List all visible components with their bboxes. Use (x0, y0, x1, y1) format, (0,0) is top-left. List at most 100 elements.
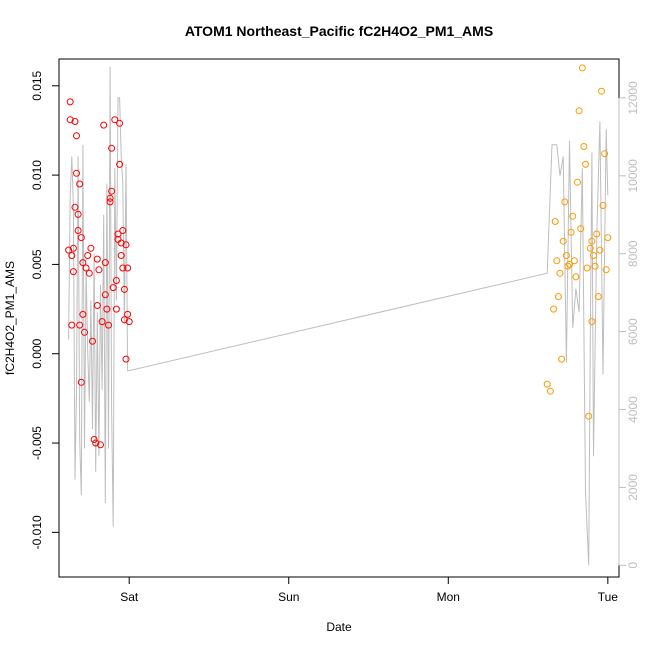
data-point (601, 150, 609, 158)
data-point (112, 305, 120, 313)
data-point (575, 107, 583, 115)
data-point (101, 291, 109, 299)
data-point (590, 252, 597, 259)
data-point (68, 252, 76, 259)
data-point (543, 380, 551, 388)
data-point (65, 246, 73, 254)
data-point (546, 387, 554, 395)
data-point (570, 257, 578, 265)
data-point (71, 203, 79, 211)
data-point (122, 241, 130, 249)
y2-tick-label: 12000 (626, 81, 640, 115)
data-point (588, 318, 596, 326)
data-point (124, 264, 132, 272)
data-point (117, 239, 125, 247)
data-point (66, 116, 74, 124)
data-point (101, 259, 109, 267)
data-point (81, 328, 88, 336)
data-point (604, 234, 612, 242)
data-point (577, 225, 585, 233)
data-point (569, 212, 577, 220)
data-point (554, 293, 562, 301)
y2-tick-label: 8000 (626, 240, 640, 267)
data-point (76, 321, 84, 329)
data-point (124, 310, 132, 318)
data-point (69, 244, 77, 252)
data-point (92, 439, 100, 447)
chart-title: ATOM1 Northeast_Pacific fC2H4O2_PM1_AMS (185, 23, 493, 39)
data-point (82, 264, 90, 272)
data-point (578, 64, 586, 72)
data-point (93, 255, 101, 263)
data-point (550, 305, 558, 313)
data-point (562, 252, 570, 259)
data-point (105, 321, 112, 329)
y2-tick-label: 4000 (626, 396, 640, 423)
data-point (114, 230, 122, 238)
y-axis-label: fC2H4O2_PM1_AMS (3, 261, 17, 375)
y-tick-label: 0.005 (30, 249, 44, 279)
data-point (111, 116, 119, 124)
data-point (100, 121, 108, 129)
y-axis: -0.010 -0.005 0.000 0.005 0.010 0.015 (30, 70, 60, 549)
data-point (122, 355, 130, 363)
data-point (599, 202, 607, 209)
data-point (119, 227, 127, 234)
data-point (574, 178, 581, 186)
data-point (97, 441, 104, 449)
data-point (73, 169, 80, 177)
data-point (109, 284, 117, 292)
data-point (602, 266, 610, 274)
y-tick-label: 0.010 (30, 160, 44, 190)
data-point (108, 187, 116, 195)
data-point (89, 337, 96, 345)
y-tick-label: -0.005 (30, 426, 44, 460)
data-point (71, 118, 79, 125)
data-point (561, 198, 569, 206)
data-point (85, 269, 93, 277)
x-axis-label: Date (326, 620, 352, 634)
y2-tick-label: 0 (626, 562, 640, 569)
data-point (106, 198, 114, 206)
data-point (74, 210, 82, 218)
x-tick-label: Mon (437, 590, 460, 604)
data-point (566, 260, 573, 268)
x-tick-label: Tue (598, 590, 619, 604)
x-tick-label: Sun (278, 590, 299, 604)
data-point (586, 244, 594, 252)
data-point (77, 378, 85, 386)
data-point (556, 269, 564, 277)
data-point (74, 227, 82, 234)
data-point (125, 318, 133, 326)
plot-box (58, 58, 620, 578)
y-tick-label: 0.000 (30, 338, 44, 368)
data-point (77, 234, 85, 242)
y2-tick-label: 6000 (626, 318, 640, 345)
data-point (116, 160, 124, 168)
data-point (112, 277, 120, 284)
series-line (68, 66, 609, 566)
data-point (95, 266, 103, 274)
data-point (120, 316, 128, 324)
data-point (598, 87, 605, 95)
data-point (588, 237, 596, 245)
data-point (591, 262, 599, 270)
data-point (79, 310, 87, 318)
data-point (90, 436, 98, 443)
data-point (117, 252, 125, 259)
data-point (76, 180, 84, 188)
y-tick-label: -0.010 (30, 515, 44, 549)
data-point (594, 293, 602, 301)
data-point (73, 132, 80, 140)
line-layer (68, 66, 609, 566)
data-point (103, 305, 111, 313)
data-point (558, 355, 566, 363)
data-point (119, 264, 127, 272)
data-point (69, 268, 77, 276)
data-point (116, 119, 124, 127)
y2-axis: 0 2000 4000 6000 8000 10000 12000 (618, 81, 640, 569)
data-point (68, 321, 76, 329)
data-point (120, 285, 128, 293)
data-point (583, 264, 591, 272)
